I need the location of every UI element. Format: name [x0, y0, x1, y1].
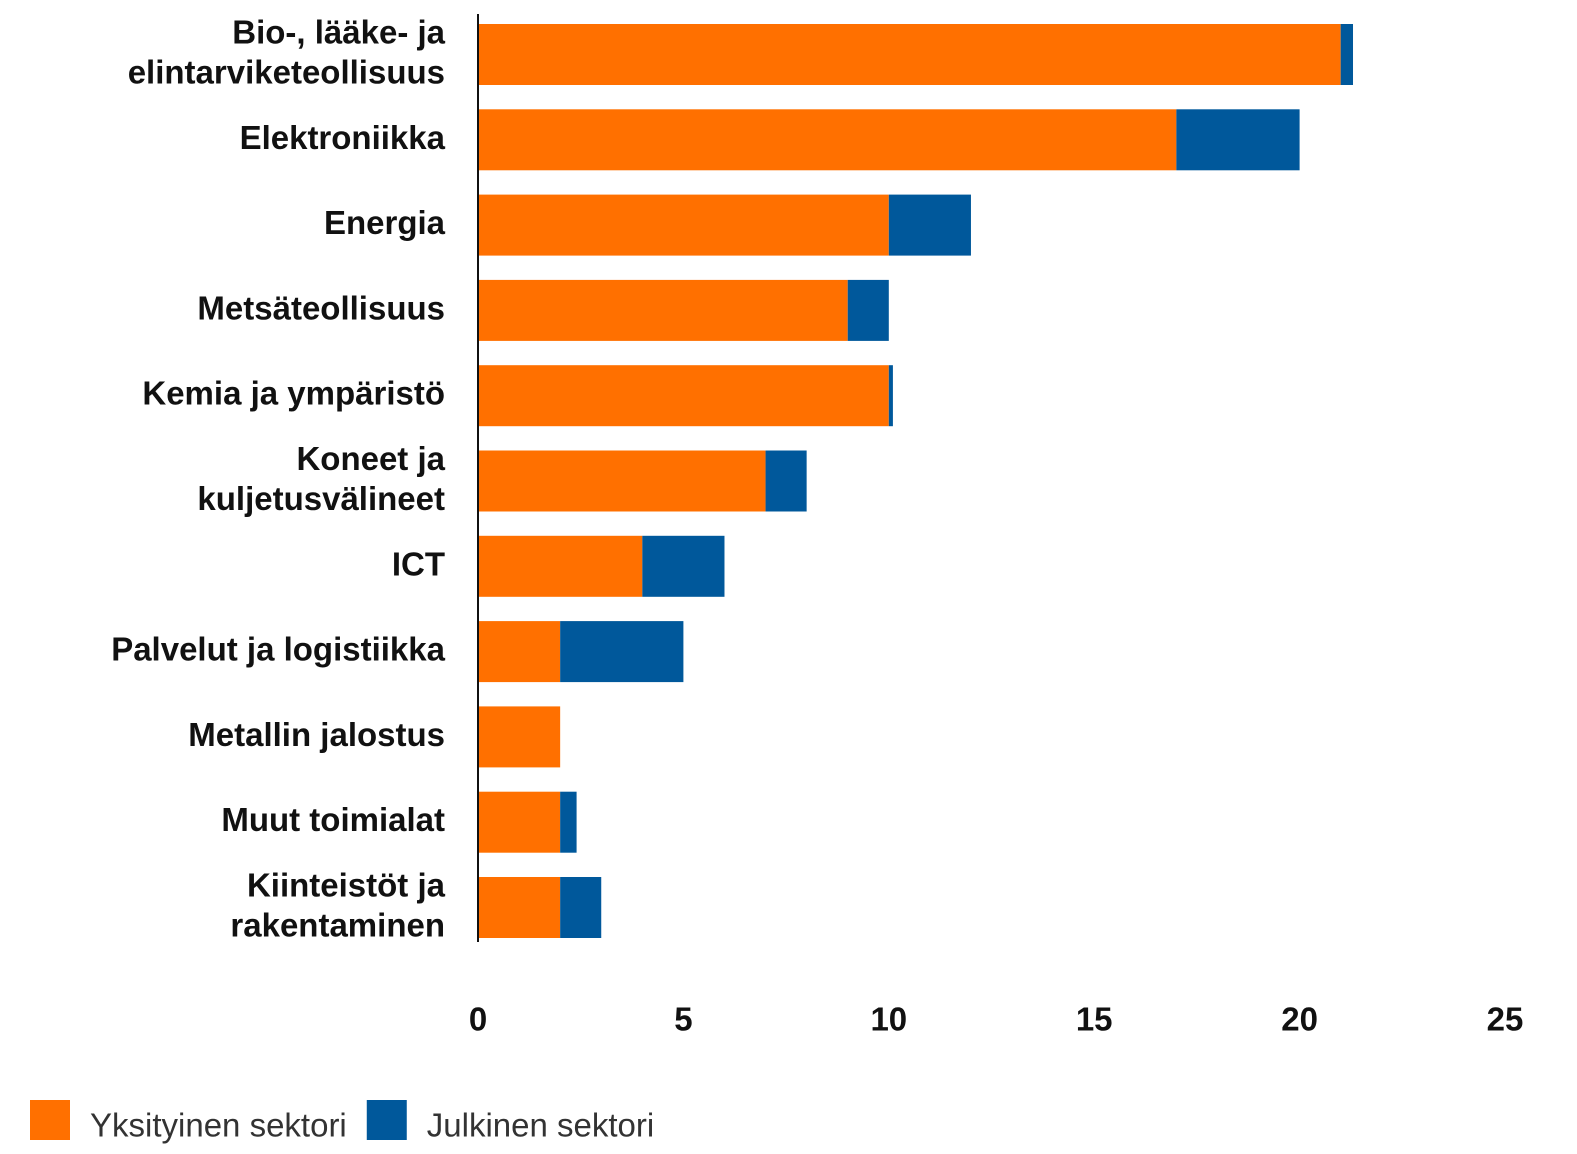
bar-segment [478, 621, 561, 683]
bar-segment [478, 791, 561, 853]
category-label: Kemia ja ympäristö [142, 374, 445, 411]
bar-segment [478, 450, 766, 512]
bar-segment [642, 535, 725, 597]
bar-segment [1340, 24, 1354, 85]
bar-segment [765, 450, 807, 512]
bar-segment [478, 877, 561, 938]
bar-segment [478, 194, 889, 256]
x-tick-label: 20 [1281, 1001, 1318, 1038]
category-label: Bio-, lääke- ja elintarviketeollisuus [128, 13, 446, 90]
bar-segment [478, 279, 848, 341]
bar-segment [478, 365, 889, 427]
bar-segment [478, 24, 1341, 85]
legend-swatch [366, 1100, 407, 1140]
x-tick-label: 5 [674, 1001, 692, 1038]
x-tick-label: 15 [1076, 1001, 1113, 1038]
bar-segment [478, 706, 561, 768]
legend-label: Julkinen sektori [427, 1107, 654, 1144]
bar-segment [888, 365, 893, 427]
category-label: Palvelut ja logistiikka [111, 630, 445, 667]
category-label: ICT [392, 545, 445, 582]
category-label: Energia [324, 204, 446, 241]
legend-swatch [30, 1100, 70, 1140]
x-tick-label: 10 [870, 1001, 907, 1038]
category-label: Koneet ja kuljetusvälineet [197, 440, 445, 517]
bar-segment [888, 194, 971, 256]
bar-segment [1176, 109, 1300, 171]
x-tick-label: 0 [469, 1001, 487, 1038]
bar-segment [478, 535, 643, 597]
bar-segment [847, 279, 889, 341]
category-label: Muut toimialat [221, 801, 445, 838]
bar-segment [478, 109, 1177, 171]
category-label: Metallin jalostus [188, 716, 445, 753]
x-tick-label: 25 [1487, 1001, 1524, 1038]
bar-segment [560, 791, 577, 853]
category-label: Kiinteistöt ja rakentaminen [230, 866, 445, 943]
category-label: Elektroniikka [240, 119, 446, 156]
category-label: Metsäteollisuus [197, 289, 445, 326]
bar-segment [560, 877, 602, 938]
legend-label: Yksityinen sektori [90, 1107, 347, 1144]
bar-segment [560, 621, 684, 683]
